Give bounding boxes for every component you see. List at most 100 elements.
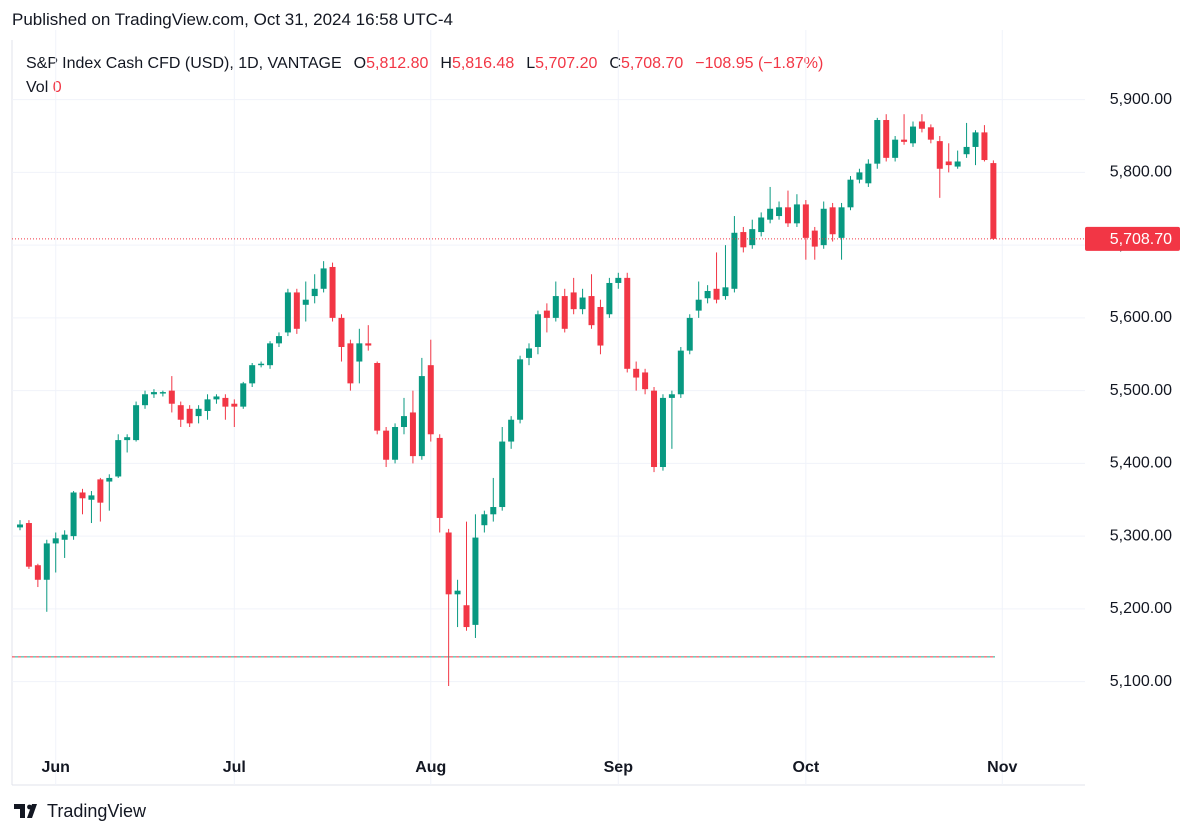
candle-body [552,296,559,318]
candle-body [954,161,961,167]
grid [12,30,1085,785]
candle-body [588,296,595,326]
candle-body [597,306,604,346]
candle-body [159,392,166,394]
candle-body [115,440,122,477]
candle-body [249,365,256,384]
candle-body [392,427,399,460]
candle-body [579,297,586,310]
candle-body [865,163,872,184]
candle-body [195,408,202,417]
candle-body [222,397,229,407]
candle-body [570,292,577,310]
candle-body [677,350,684,395]
candle-body [713,288,720,300]
candle-body [338,317,345,347]
candle-body [534,314,541,347]
x-tick-label: Jul [223,759,246,776]
candle-body [204,399,211,412]
candle-body [168,390,175,404]
candle-body [651,390,658,468]
ohlc: O5,812.80 H5,816.48 L5,707.20 C5,708.70 [354,55,696,72]
candle-body [409,412,416,457]
candle-body [918,121,925,129]
candle-body [400,416,407,428]
candle-body [945,161,952,166]
candle-body [499,441,506,508]
candle-body [526,348,533,358]
candle-body [34,565,41,580]
candle-body [490,507,497,515]
candle-body [892,139,899,158]
candle-body [642,372,649,390]
legend-key: O [353,55,367,72]
candle-body [97,479,104,503]
candle-body [793,204,800,224]
candle-body [43,543,50,580]
published-note: Published on TradingView.com, Oct 31, 20… [12,10,453,29]
candle-body [150,392,157,395]
candle-body [472,537,479,625]
candle-body [981,132,988,161]
candle-body [731,232,738,289]
legend-value: 5,707.20 [535,55,598,72]
candle-body [186,408,193,424]
x-tick-label: Nov [987,759,1017,776]
legend-value: 5,812.80 [366,55,429,72]
candle-body [784,207,791,224]
candle-body [624,277,631,369]
candle-body [927,127,934,140]
legend-value: 5,816.48 [451,55,515,72]
candle-body [811,230,818,247]
candle-body [356,343,363,362]
y-tick-label: 5,500.00 [1110,382,1172,399]
candle-body [275,336,282,344]
candle-body [267,343,274,366]
y-tick-label: 5,300.00 [1110,527,1172,544]
candle-body [79,492,86,499]
brand: TradingView [47,801,147,821]
candle-body [88,495,95,500]
candle-body [856,172,863,180]
candle-body [695,299,702,311]
candle-body [454,590,461,595]
candle-body [508,419,515,442]
y-tick-label: 5,900.00 [1110,91,1172,108]
legend-value: 5,708.70 [620,55,684,72]
candle-body [481,514,488,526]
candle-body [910,126,916,144]
candle-body [936,141,943,169]
candle-body [776,207,783,217]
candle-body [633,368,640,378]
x-tick-label: Aug [415,759,446,776]
candle-body [659,397,666,468]
candle-body [418,376,425,457]
logo-mark [14,804,37,818]
candle-body [320,268,327,289]
candle-body [758,217,765,233]
candle-body [213,396,220,400]
candle-body [436,437,443,518]
y-tick-label: 5,600.00 [1110,309,1172,326]
candle-body [52,538,59,544]
candle-body [124,437,131,441]
candle-body [722,287,729,297]
legend-row: S&P Index Cash CFD (USD), 1D, VANTAGE O5,… [26,52,823,76]
candle-body [427,365,434,435]
candle-body [311,288,318,297]
candle-body [106,477,113,482]
candle-body [383,430,390,460]
candle-body [70,492,77,537]
candle-body [463,605,470,628]
candle-body [901,139,908,142]
candle-body [767,208,774,220]
last-price-label: 5,708.70 [1110,231,1172,248]
candle-body [704,290,711,299]
candle-body [543,310,550,318]
volume-row: Vol 0 [26,76,823,100]
candle-body [445,532,452,595]
candle-body [61,534,68,540]
candle-body [615,277,622,283]
candle-body [990,163,997,239]
